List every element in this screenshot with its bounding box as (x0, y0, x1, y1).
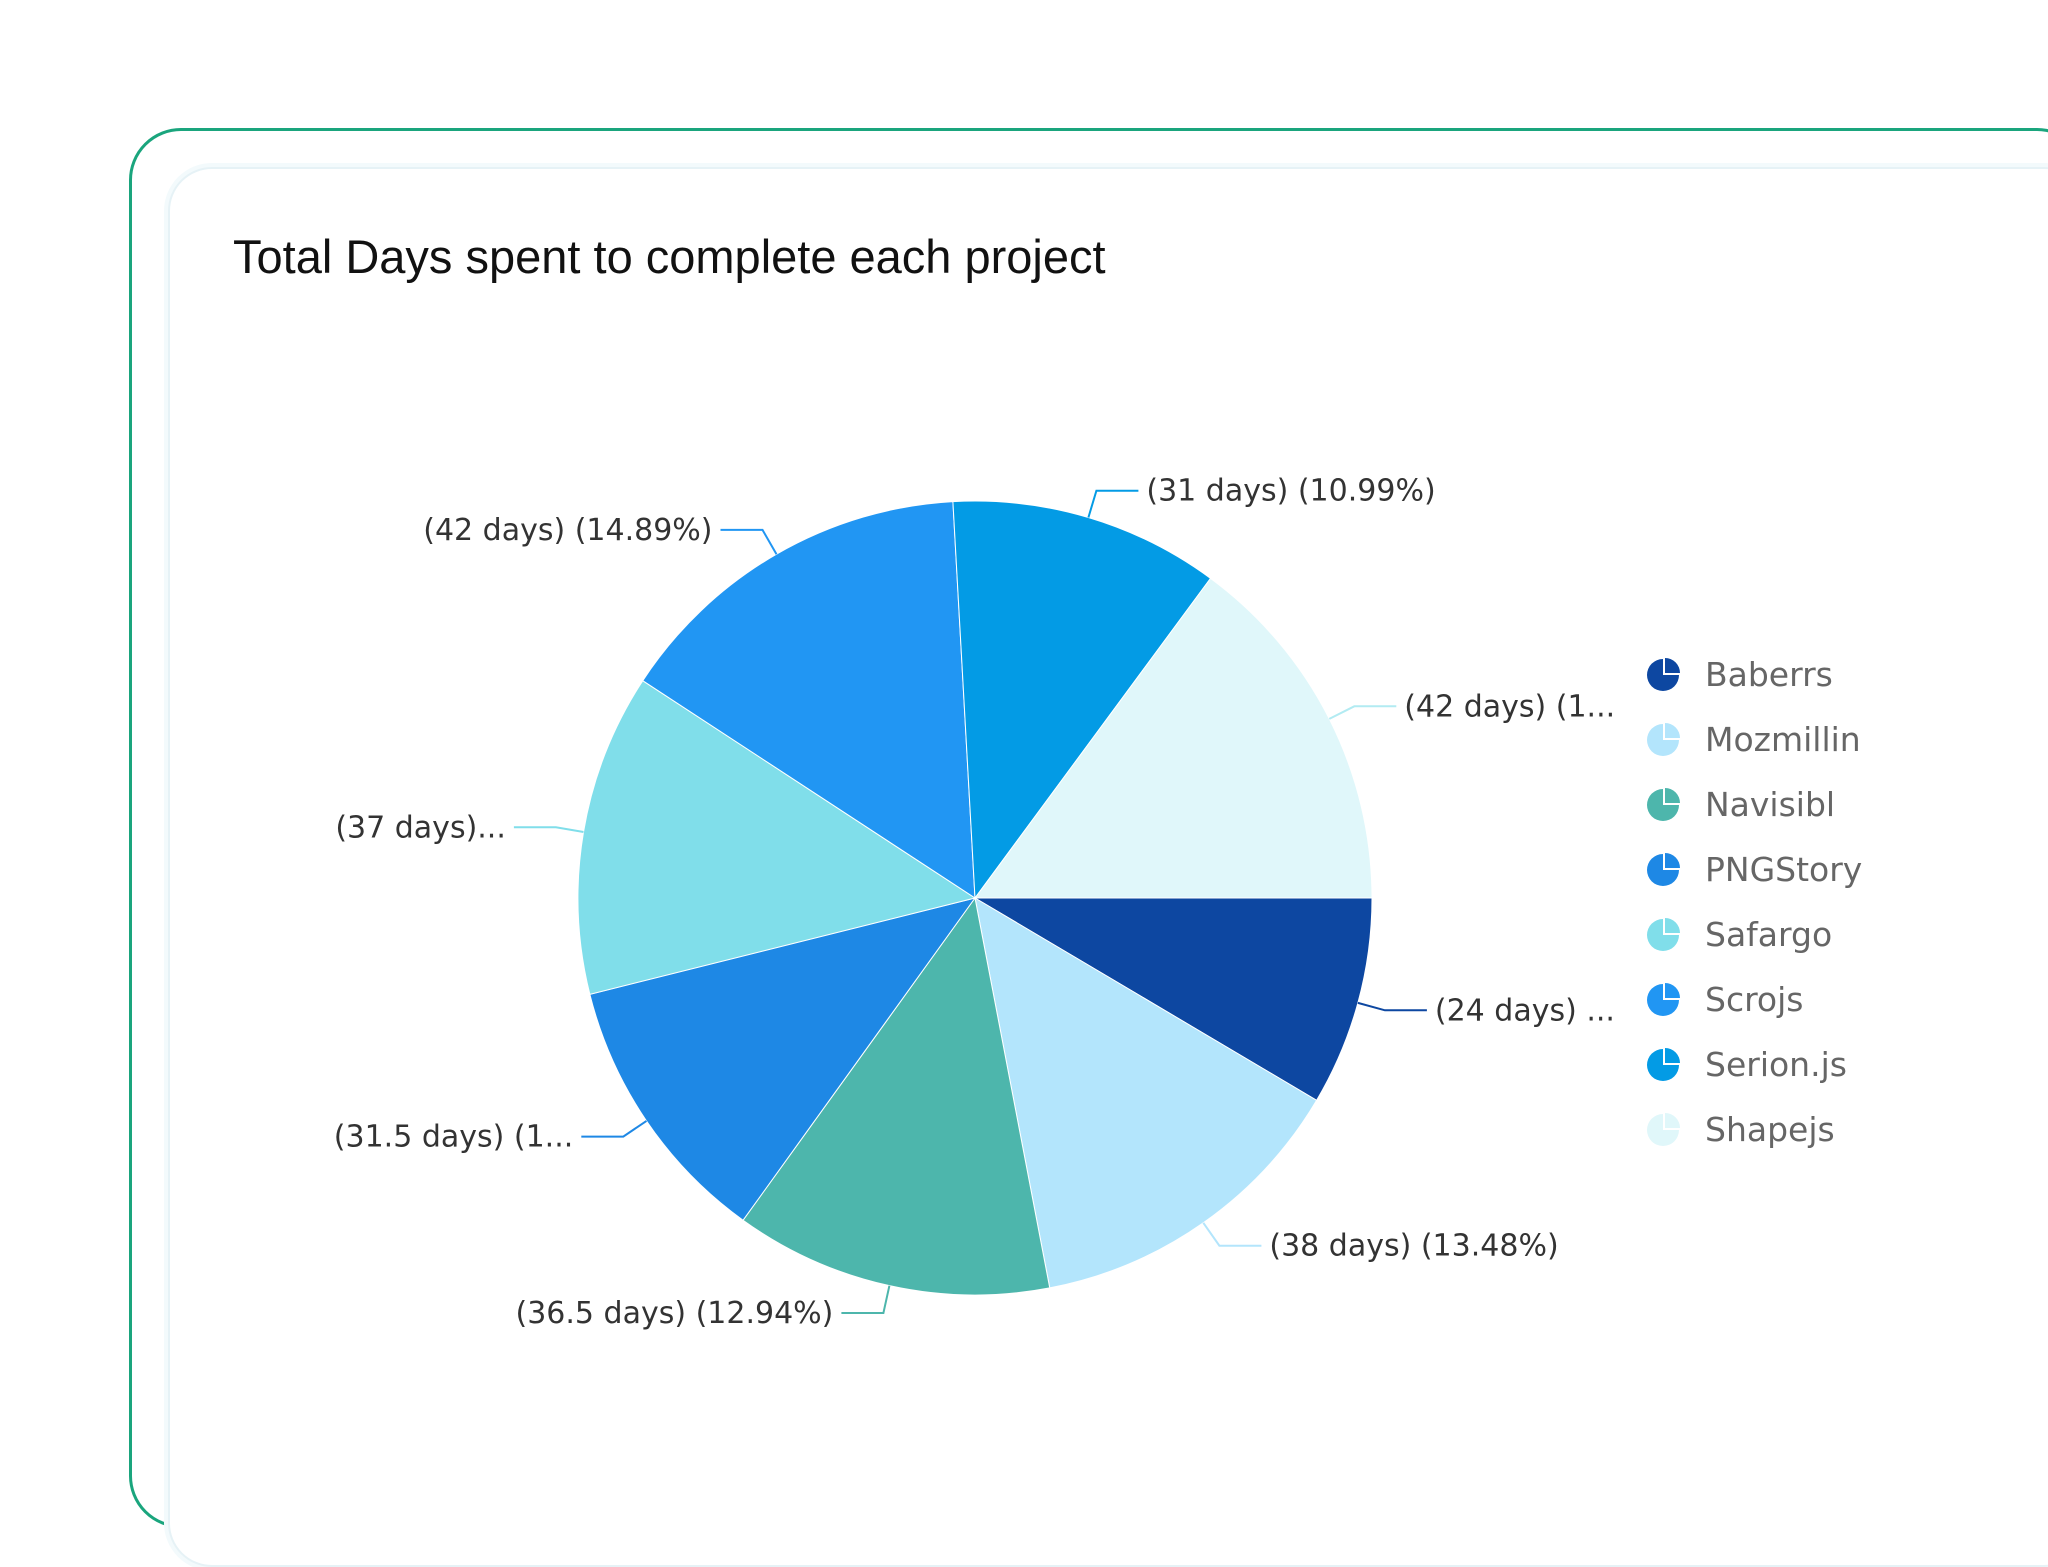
legend-label: PNGStory (1705, 850, 1863, 889)
pie-slice-serion-js[interactable] (952, 500, 1212, 900)
chart-legend: Baberrs Mozmillin Navisibl PNGStory Safargo S… (1645, 642, 1862, 1162)
leader-line-scrojs (720, 528, 778, 555)
pie-chart-icon (1647, 982, 1680, 1016)
pie-slice-scrojs[interactable] (642, 501, 976, 899)
legend-label: Serion.js (1705, 1045, 1847, 1084)
pie-chart-icon (1647, 917, 1680, 951)
legend-label: Scrojs (1705, 980, 1804, 1019)
leader-line-pngstory (581, 1120, 648, 1138)
pie-chart-icon (1647, 1112, 1680, 1146)
leader-line-shapejs (1328, 705, 1397, 720)
data-label-pngstory: (31.5 days) (1... (334, 1120, 574, 1155)
legend-label: Safargo (1705, 915, 1833, 954)
data-label-baberrs: (24 days) ... (1435, 993, 1615, 1028)
leader-line-mozmillin (1202, 1222, 1262, 1247)
data-label-scrojs: (42 days) (14.89%) (423, 513, 712, 548)
pie-slice-safargo[interactable] (577, 679, 977, 995)
legend-label: Navisibl (1705, 785, 1836, 824)
legend-item-navisibl[interactable]: Navisibl (1645, 772, 1862, 837)
pie-chart-icon (1647, 657, 1680, 691)
legend-item-scrojs[interactable]: Scrojs (1645, 967, 1862, 1032)
data-label-serion-js: (31 days) (10.99%) (1146, 474, 1435, 509)
pie-chart: (24 days) ... (38 days) (13.48%) (36.5 day… (334, 474, 1615, 1331)
pie-slice-pngstory[interactable] (589, 897, 977, 1221)
pie-chart-icon (1647, 787, 1680, 821)
data-label-navisibl: (36.5 days) (12.94%) (516, 1296, 834, 1331)
leader-line-baberrs (1357, 1001, 1427, 1012)
legend-item-baberrs[interactable]: Baberrs (1645, 642, 1862, 707)
leader-line-safargo (513, 826, 584, 833)
pie-slice-baberrs[interactable] (973, 897, 1373, 1102)
legend-label: Baberrs (1705, 655, 1833, 694)
legend-item-pngstory[interactable]: PNGStory (1645, 837, 1862, 902)
legend-label: Mozmillin (1705, 720, 1861, 759)
pie-chart-icon (1647, 1047, 1680, 1081)
pie-slice-navisibl[interactable] (742, 896, 1051, 1296)
pie-chart-icon (1647, 852, 1680, 886)
pie-slice-shapejs[interactable] (974, 577, 1373, 899)
leader-line-navisibl (841, 1285, 891, 1314)
legend-item-serion-js[interactable]: Serion.js (1645, 1032, 1862, 1097)
data-label-safargo: (37 days)... (335, 810, 506, 845)
pie-slice-mozmillin[interactable] (974, 897, 1318, 1289)
leader-line-serion-js (1087, 489, 1139, 518)
data-label-shapejs: (42 days) (1... (1404, 689, 1615, 724)
legend-item-mozmillin[interactable]: Mozmillin (1645, 707, 1862, 772)
legend-item-shapejs[interactable]: Shapejs (1645, 1097, 1862, 1162)
pie-chart-icon (1647, 722, 1680, 756)
data-label-mozmillin: (38 days) (13.48%) (1269, 1229, 1558, 1264)
legend-item-safargo[interactable]: Safargo (1645, 902, 1862, 967)
legend-label: Shapejs (1705, 1110, 1835, 1149)
chart-title: Total Days spent to complete each projec… (233, 230, 1106, 283)
